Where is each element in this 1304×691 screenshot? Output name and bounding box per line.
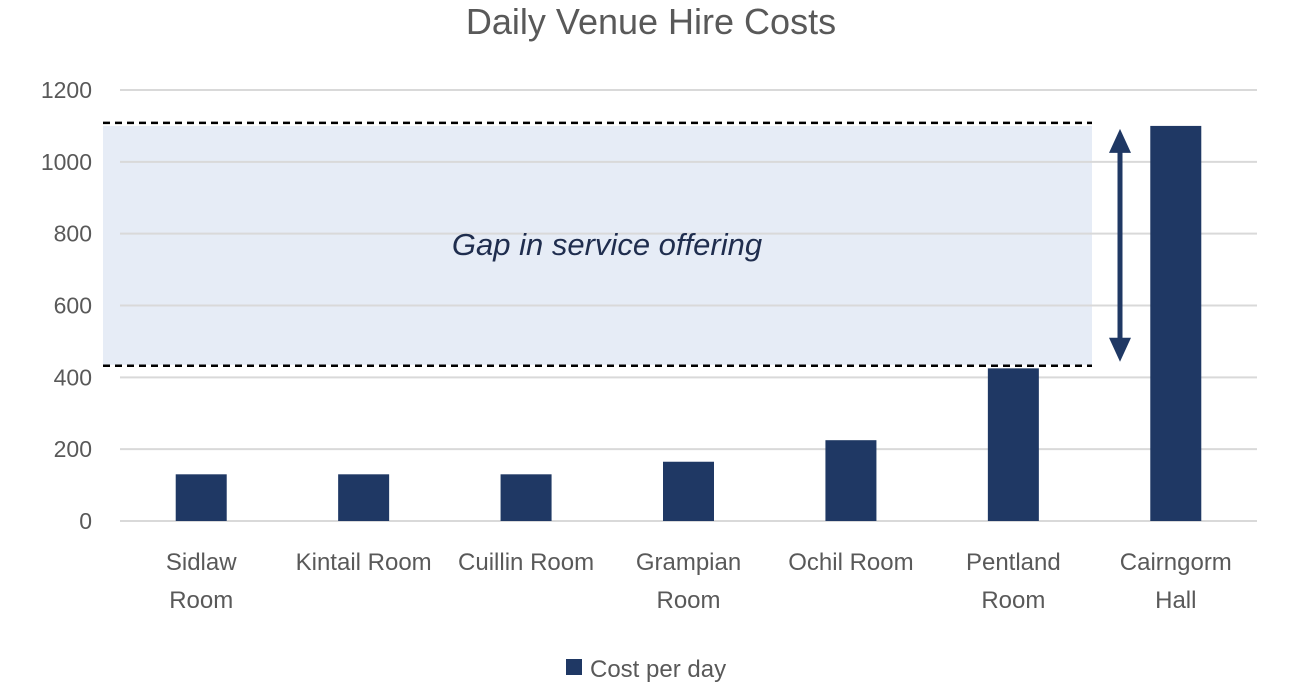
- x-tick-label: Room: [981, 587, 1045, 614]
- legend-label: Cost per day: [590, 656, 726, 683]
- x-tick-label: Pentland: [966, 549, 1061, 576]
- x-tick-label: Cuillin Room: [458, 549, 594, 576]
- bar: [987, 368, 1039, 521]
- x-tick-label: Room: [656, 587, 720, 614]
- x-tick-label: Kintail Room: [296, 549, 432, 576]
- gap-annotation-label: Gap in service offering: [452, 227, 762, 262]
- y-tick-label: 1000: [41, 149, 92, 175]
- arrow-down-icon: [1109, 337, 1131, 362]
- x-tick-label: Hall: [1155, 587, 1196, 614]
- legend-swatch: [566, 659, 582, 675]
- y-tick-label: 1200: [41, 77, 92, 103]
- y-tick-label: 800: [54, 221, 92, 247]
- bar: [338, 474, 390, 521]
- bar: [1150, 125, 1202, 522]
- bar: [663, 461, 714, 521]
- x-tick-label: Ochil Room: [788, 549, 913, 576]
- chart-title: Daily Venue Hire Costs: [466, 1, 836, 42]
- x-tick-label: Grampian: [636, 549, 741, 576]
- y-tick-label: 200: [54, 436, 92, 462]
- y-tick-label: 0: [79, 508, 92, 534]
- gap-band: [103, 125, 1092, 365]
- x-tick-label: Sidlaw: [166, 549, 237, 576]
- arrow-up-icon: [1109, 128, 1131, 153]
- bar: [500, 474, 552, 521]
- x-tick-label: Cairngorm: [1120, 549, 1232, 576]
- y-tick-label: 400: [54, 364, 92, 390]
- bar: [175, 474, 227, 521]
- bar: [825, 440, 877, 521]
- y-tick-label: 600: [54, 293, 92, 319]
- x-tick-label: Room: [169, 587, 233, 614]
